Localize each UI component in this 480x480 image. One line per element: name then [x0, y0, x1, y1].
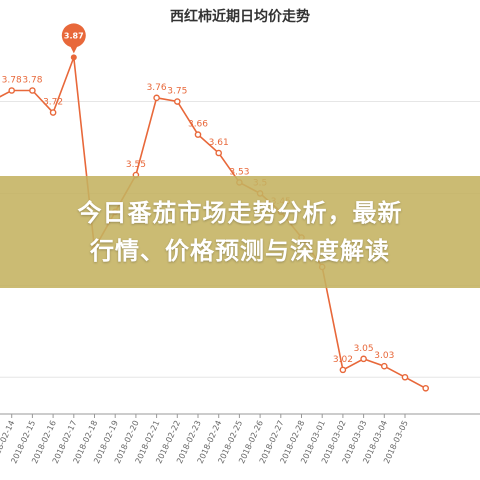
data-label: 3.66 [188, 120, 208, 130]
data-label: 3.55 [126, 160, 146, 170]
peak-point [70, 54, 77, 61]
data-label: 3.76 [147, 83, 167, 93]
data-label: 3.61 [209, 138, 229, 148]
data-point [422, 384, 430, 392]
series-line [0, 57, 427, 390]
data-point [173, 98, 181, 105]
data-point [153, 94, 160, 102]
data-point [49, 109, 57, 116]
headline-line-2: 行情、价格预测与深度解读 [90, 237, 390, 265]
data-label: 3.75 [167, 87, 187, 97]
data-point [8, 87, 16, 94]
peak-pin [61, 23, 86, 48]
data-point [339, 366, 347, 374]
x-tick-labels: 2018-02-142018-02-152018-02-162018-02-17… [0, 414, 410, 465]
peak-marker: 3.87 [61, 23, 86, 61]
data-point [401, 373, 409, 381]
data-label: 3.78 [2, 75, 22, 85]
data-point [215, 149, 222, 157]
data-label: 3.02 [333, 355, 353, 365]
data-label: 3.78 [22, 75, 42, 85]
peak-label: 3.87 [64, 31, 84, 40]
data-label: 3.05 [354, 344, 374, 354]
data-label: 3.72 [43, 98, 63, 108]
data-label: 3.03 [374, 351, 394, 361]
headline-line-1: 今日番茄市场走势分析，最新 [77, 199, 403, 227]
data-point [194, 131, 202, 138]
headline-banner: 今日番茄市场走势分析，最新 行情、价格预测与深度解读 [0, 176, 480, 288]
data-point [29, 87, 36, 94]
chart-title: 西红柿近期日均价走势 [170, 9, 310, 25]
data-point [360, 355, 367, 363]
data-point [380, 362, 388, 370]
data-label: 3.53 [229, 167, 249, 177]
